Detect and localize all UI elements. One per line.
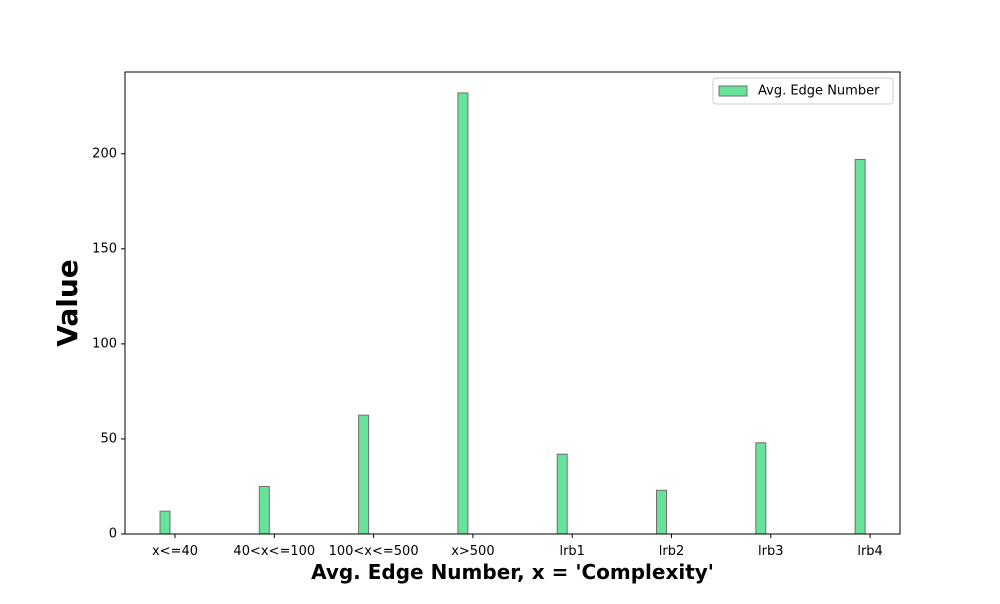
x-tick-label: lrb1 [559,544,584,559]
x-tick-label: lrb4 [857,544,882,559]
bar-40<x<=100 [258,485,270,535]
y-axis-ticks: 0 50 100 150 200 [92,146,125,542]
bar-x<=40 [159,510,171,535]
x-tick-label: 40<x<=100 [233,544,315,559]
x-tick-label: lrb2 [659,544,684,559]
legend-swatch [718,85,748,97]
legend: Avg. Edge Number [712,77,894,105]
x-tick-label: lrb3 [758,544,783,559]
x-tick-label: x>500 [451,544,494,559]
y-tick-label: 150 [92,241,117,256]
y-tick-label: 100 [92,336,117,351]
bar-lrb1 [556,453,568,535]
bar-x>500 [457,92,469,535]
y-axis-label: Value [51,259,84,347]
legend-box [712,77,894,105]
bar-lrb3 [755,442,767,535]
x-tick-label: x<=40 [152,544,198,559]
legend-label: Avg. Edge Number [758,84,880,99]
bar-lrb2 [656,489,667,535]
x-axis-ticks: x<=40 40<x<=100 100<x<=500 x>500 lrb1 lrb2 lrb… [152,534,883,559]
x-axis-label: Avg. Edge Number, x = 'Complexity' [311,560,714,584]
y-tick-label: 0 [109,527,117,542]
x-tick-label: 100<x<=500 [329,544,419,559]
bar-lrb4 [854,158,866,535]
plot-area-frame [124,71,901,535]
y-tick-label: 50 [100,431,117,446]
bar-100<x<=500 [358,414,370,535]
bars-group [159,92,866,535]
y-tick-label: 200 [92,146,117,161]
